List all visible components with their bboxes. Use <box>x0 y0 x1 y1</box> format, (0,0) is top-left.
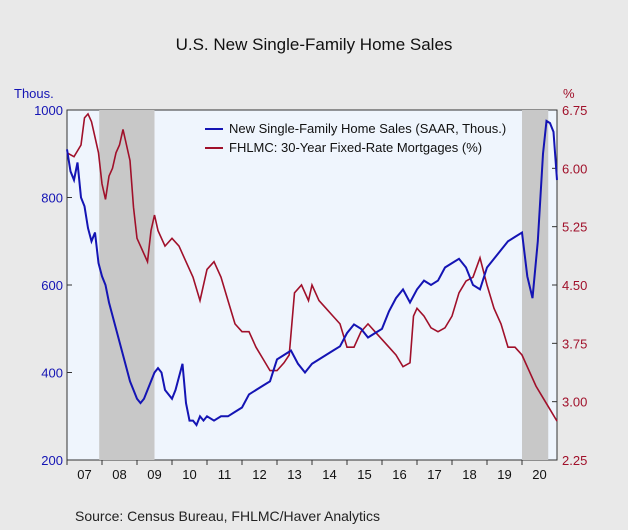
x-tick-label: 08 <box>112 467 126 482</box>
left-tick-label: 600 <box>41 278 63 293</box>
recession-band-1 <box>99 110 155 460</box>
right-tick-label: 6.75 <box>562 103 587 118</box>
left-tick-label: 200 <box>41 453 63 468</box>
x-tick-label: 16 <box>392 467 406 482</box>
chart-title: U.S. New Single-Family Home Sales <box>176 35 453 54</box>
x-tick-label: 07 <box>77 467 91 482</box>
left-tick-label: 800 <box>41 191 63 206</box>
right-tick-label: 4.50 <box>562 278 587 293</box>
right-axis-label: % <box>563 86 575 101</box>
series-line-home-sales <box>66 119 558 427</box>
recession-bands <box>99 110 549 460</box>
right-tick-label: 3.75 <box>562 336 587 351</box>
right-tick-label: 3.00 <box>562 395 587 410</box>
x-tick-label: 20 <box>532 467 546 482</box>
x-tick-label: 13 <box>287 467 301 482</box>
x-tick-label: 11 <box>218 467 232 482</box>
left-axis-label: Thous. <box>14 86 54 101</box>
legend-label-mortgage-rate: FHLMC: 30-Year Fixed-Rate Mortgages (%) <box>229 140 482 155</box>
x-tick-label: 19 <box>497 467 511 482</box>
x-tick-label: 18 <box>462 467 476 482</box>
x-tick-label: 17 <box>427 467 441 482</box>
right-axis-ticks: 2.25 3.00 3.75 4.50 5.25 6.00 6.75 <box>552 103 587 468</box>
x-tick-label: 10 <box>182 467 196 482</box>
x-tick-label: 12 <box>252 467 266 482</box>
recession-band-2 <box>522 110 549 460</box>
left-tick-label: 1000 <box>34 103 63 118</box>
source-note: Source: Census Bureau, FHLMC/Haver Analy… <box>75 508 380 524</box>
right-tick-label: 5.25 <box>562 220 587 235</box>
x-tick-label: 15 <box>357 467 371 482</box>
legend: New Single-Family Home Sales (SAAR, Thou… <box>205 121 506 155</box>
right-tick-label: 6.00 <box>562 161 587 176</box>
x-axis-ticks: 07 08 09 10 11 12 13 14 15 16 17 18 19 20 <box>66 460 547 482</box>
right-tick-label: 2.25 <box>562 453 587 468</box>
x-tick-label: 14 <box>322 467 336 482</box>
series-line-mortgage-rate <box>66 112 558 422</box>
x-tick-label: 09 <box>147 467 161 482</box>
left-axis-ticks: 200 400 600 800 1000 <box>34 103 72 468</box>
left-tick-label: 400 <box>41 366 63 381</box>
legend-label-home-sales: New Single-Family Home Sales (SAAR, Thou… <box>229 121 506 136</box>
